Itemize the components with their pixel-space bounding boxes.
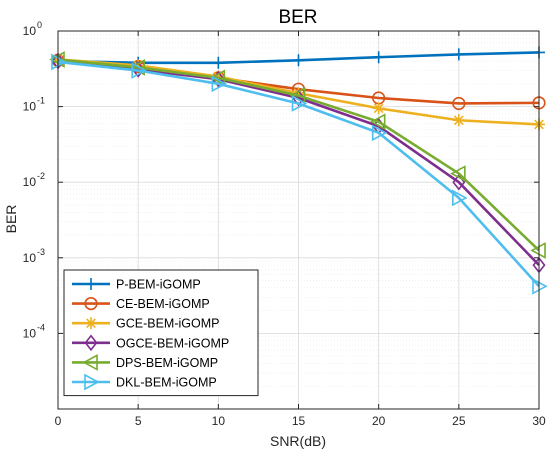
data-point	[212, 70, 225, 83]
legend-box	[63, 269, 259, 397]
y-tick-exponent: -4	[37, 322, 45, 332]
legend-entry: GCE-BEM-iGOMP	[72, 317, 219, 331]
legend-entry: DPS-BEM-iGOMP	[72, 354, 218, 371]
data-point	[369, 113, 386, 131]
series-lines	[49, 46, 548, 295]
data-point	[209, 69, 226, 87]
chart-title: BER	[278, 7, 317, 28]
legend-label: GCE-BEM-iGOMP	[116, 317, 219, 331]
legend-label: DKL-BEM-iGOMP	[116, 376, 217, 390]
legend-entry: P-BEM-iGOMP	[72, 278, 201, 292]
legend-marker	[85, 317, 97, 330]
legend-marker	[84, 334, 98, 352]
data-point	[292, 54, 305, 67]
data-point	[452, 189, 468, 207]
data-point	[212, 56, 225, 69]
data-point	[452, 114, 465, 127]
series-line	[57, 60, 540, 288]
x-tick-label: 0	[55, 414, 62, 428]
legend-label: DPS-BEM-iGOMP	[116, 356, 218, 370]
legend-marker	[84, 297, 98, 311]
x-tick-label: 15	[292, 414, 306, 428]
axes	[57, 30, 540, 410]
legend-entry: OGCE-BEM-iGOMP	[72, 334, 229, 352]
legend-label: OGCE-BEM-iGOMP	[116, 336, 229, 350]
y-tick-exponent: -3	[37, 247, 45, 257]
x-tick-label: 25	[452, 414, 466, 428]
data-point	[452, 48, 465, 61]
data-point	[292, 87, 305, 100]
y-tick-label: 10	[23, 24, 37, 38]
y-tick-exponent: -2	[37, 171, 45, 181]
x-tick-label: 20	[372, 414, 386, 428]
y-tick-label: 10	[23, 100, 37, 114]
x-axis-label: SNR(dB)	[270, 433, 326, 449]
data-point	[452, 96, 466, 111]
legend-entry: DKL-BEM-iGOMP	[72, 373, 217, 391]
y-tick-exponent: 0	[37, 20, 42, 30]
data-point	[131, 62, 147, 79]
data-point	[371, 124, 388, 142]
y-tick-exponent: -1	[37, 96, 45, 106]
legend-marker	[84, 373, 100, 391]
y-tick-label: 10	[23, 175, 37, 189]
legend-marker	[82, 354, 98, 371]
data-point	[450, 165, 466, 182]
x-tick-label: 5	[135, 414, 142, 428]
legend-entry: CE-BEM-iGOMP	[72, 297, 210, 311]
data-point	[211, 75, 228, 93]
data-point	[291, 95, 308, 112]
data-point	[372, 102, 385, 115]
x-tick-label: 10	[212, 414, 226, 428]
legend-marker	[85, 278, 97, 290]
y-tick-label: 10	[23, 251, 37, 265]
x-tick-label: 30	[532, 414, 546, 428]
data-point	[132, 59, 145, 72]
data-point	[372, 51, 385, 64]
legend-label: P-BEM-iGOMP	[116, 278, 201, 292]
y-tick-label: 10	[23, 326, 37, 340]
legend: P-BEM-iGOMP CE-BEM-iGOMP GCE-BEM-iGOMP OGCE…	[63, 269, 259, 397]
legend-label: CE-BEM-iGOMP	[116, 297, 210, 311]
y-axis-label: BER	[3, 205, 19, 234]
